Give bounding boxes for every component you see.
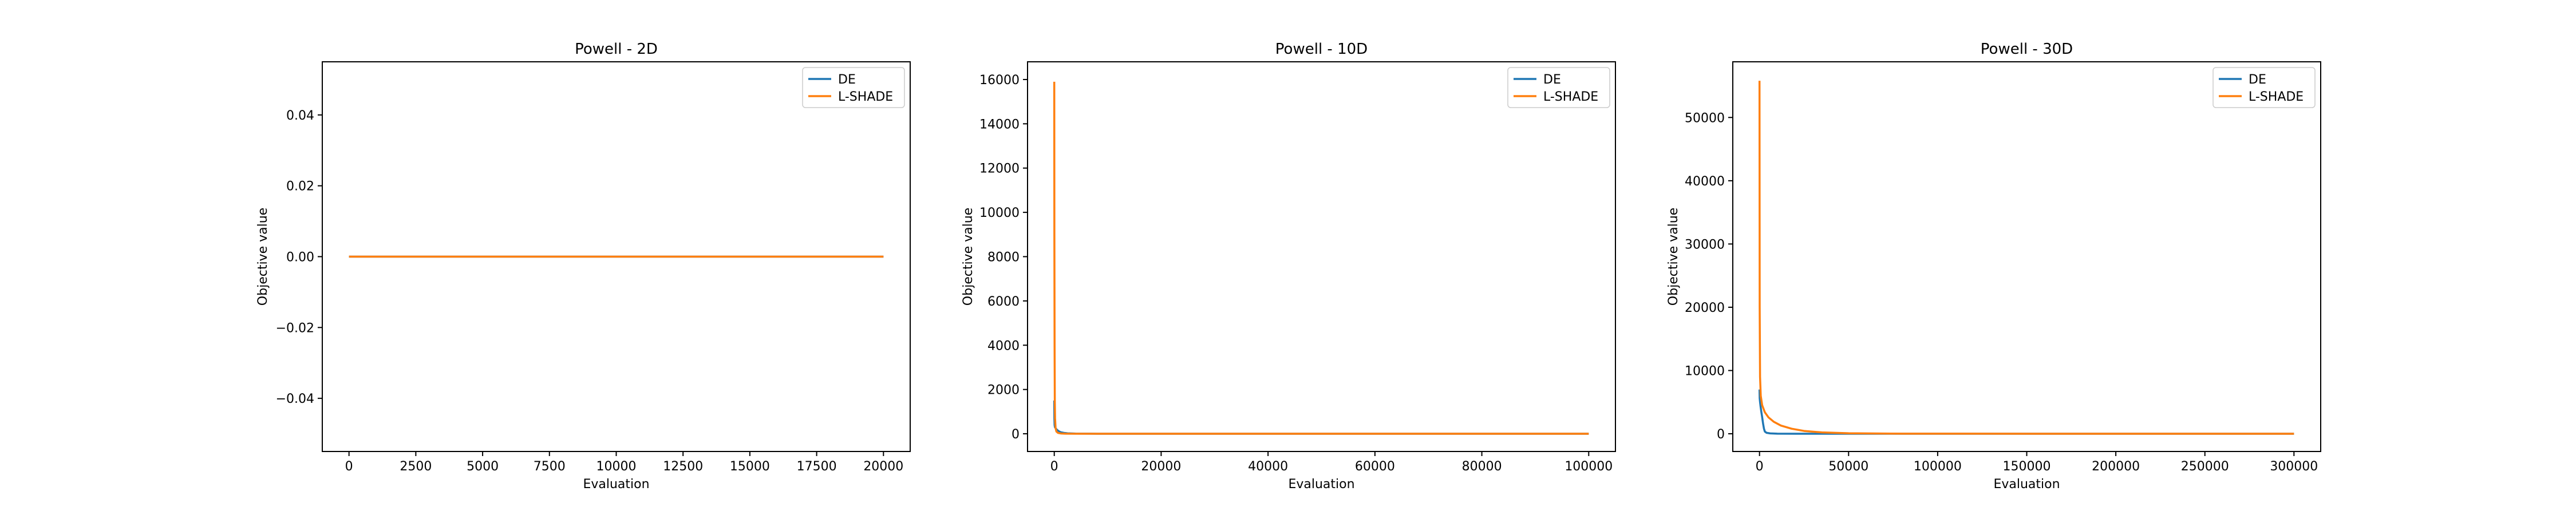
y-tick-label: 0 [1717, 427, 1725, 442]
legend: DE L-SHADE [2212, 67, 2316, 108]
x-tick-label: 12500 [663, 459, 703, 474]
x-tick-label: 300000 [2270, 459, 2318, 474]
legend-box [802, 67, 905, 108]
series-line-l-shade [1053, 81, 1589, 435]
y-tick-label: 10000 [979, 206, 1020, 220]
legend-label: L-SHADE [2249, 90, 2304, 104]
y-tick-label: 0.02 [286, 180, 314, 194]
x-tick-label: 2500 [400, 459, 432, 474]
y-tick-label: 20000 [1685, 301, 1725, 315]
y-tick-label: 0 [1012, 427, 1020, 442]
y-tick-label: 12000 [979, 162, 1020, 176]
x-tick-label: 17500 [797, 459, 837, 474]
x-tick-label: 50000 [1828, 459, 1868, 474]
series-line-de [1758, 389, 2294, 435]
x-tick-label: 20000 [1141, 459, 1181, 474]
y-tick-label: 14000 [979, 117, 1020, 132]
x-tick-label: 80000 [1462, 459, 1502, 474]
y-tick-label: 10000 [1685, 364, 1725, 378]
chart-title: Powell - 2D [575, 41, 658, 58]
x-tick-label: 100000 [1914, 459, 1962, 474]
y-tick-label: 40000 [1685, 175, 1725, 189]
y-tick-label: −0.02 [276, 321, 314, 335]
y-tick-label: 2000 [987, 383, 1020, 398]
x-tick-label: 0 [345, 459, 353, 474]
legend-label: DE [2249, 73, 2266, 87]
x-tick-label: 5000 [467, 459, 499, 474]
y-axis-label: Objective value [961, 208, 975, 306]
y-tick-label: 0.00 [286, 251, 314, 265]
legend-label: L-SHADE [838, 90, 893, 104]
y-tick-label: 16000 [979, 73, 1020, 88]
y-tick-label: 0.04 [286, 109, 314, 123]
x-axis-label: Evaluation [1288, 477, 1354, 492]
legend-label: DE [1543, 73, 1561, 87]
y-tick-label: 8000 [987, 251, 1020, 265]
y-tick-label: 50000 [1685, 111, 1725, 125]
series-group [1758, 81, 2294, 435]
x-tick-label: 10000 [596, 459, 637, 474]
y-axis-label: Objective value [1666, 208, 1681, 306]
series-line-l-shade [1758, 81, 2294, 435]
x-tick-label: 200000 [2092, 459, 2140, 474]
chart-title: Powell - 10D [1275, 41, 1368, 58]
x-tick-label: 60000 [1355, 459, 1395, 474]
y-tick-label: 4000 [987, 339, 1020, 353]
legend-label: L-SHADE [1543, 90, 1598, 104]
x-tick-label: 20000 [863, 459, 903, 474]
y-axis-label: Objective value [256, 208, 270, 306]
x-axis-label: Evaluation [583, 477, 649, 492]
x-axis-label: Evaluation [1993, 477, 2060, 492]
legend-label: DE [838, 73, 856, 87]
x-tick-label: 40000 [1248, 459, 1288, 474]
legend: DE L-SHADE [1507, 67, 1610, 108]
chart-panel-1: Powell - 2D 0 2500 5000 7500 10000 12500 15000 1… [256, 41, 911, 492]
x-tick-label: 0 [1756, 459, 1764, 474]
x-tick-label: 100000 [1564, 459, 1613, 474]
x-tick-label: 0 [1050, 459, 1058, 474]
x-tick-label: 7500 [534, 459, 566, 474]
y-tick-label: 30000 [1685, 237, 1725, 252]
chart-title: Powell - 30D [1981, 41, 2073, 58]
legend: DE L-SHADE [802, 67, 905, 108]
y-tick-label: −0.04 [276, 392, 314, 406]
chart-panel-2: Powell - 10D 0 20000 40000 60000 80000 100000 0… [961, 41, 1616, 492]
x-tick-label: 250000 [2181, 459, 2229, 474]
series-group [1053, 81, 1589, 435]
x-tick-label: 15000 [730, 459, 770, 474]
legend-box [2212, 67, 2316, 108]
y-tick-label: 6000 [987, 295, 1020, 309]
x-tick-label: 150000 [2003, 459, 2051, 474]
legend-box [1507, 67, 1610, 108]
